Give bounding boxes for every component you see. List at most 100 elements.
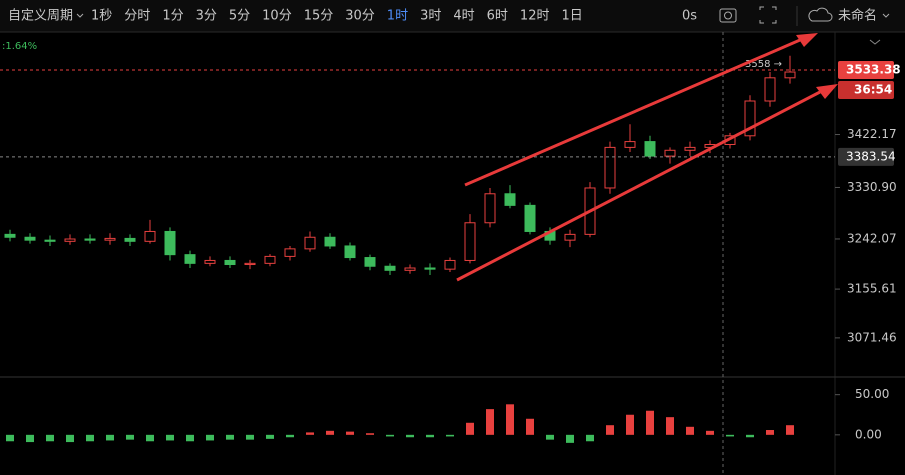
candle-body <box>664 149 676 157</box>
toolbar-items: 自定义周期 1秒 分时 1分 3分 5分 10分 15分 30分 1时 3时 4时 6时 12时 1日 <box>8 9 583 24</box>
candle-body <box>144 230 156 242</box>
macd-bar <box>86 434 94 442</box>
arrow-head <box>796 33 818 47</box>
period-button[interactable]: 1日 <box>561 9 582 24</box>
macd-bar <box>226 434 234 440</box>
macd-bar <box>606 425 614 435</box>
macd-bar <box>626 414 634 435</box>
candle-body <box>24 236 36 241</box>
crosshair-price-label: 3383.54 <box>846 149 896 163</box>
macd-bar <box>366 433 374 435</box>
countdown-box <box>838 81 894 100</box>
candle-body <box>44 239 56 242</box>
macd-bar <box>466 422 474 435</box>
macd-bar <box>266 434 274 439</box>
candle-body <box>4 233 16 238</box>
y-tick-label: 3071.46 <box>847 330 897 344</box>
candle-body <box>284 248 296 257</box>
candle-body <box>784 71 796 79</box>
candle-body <box>344 245 356 259</box>
macd-bar <box>386 434 394 437</box>
change-label: :1.64% <box>2 41 37 52</box>
candle-body <box>764 77 776 102</box>
period-button[interactable]: 12时 <box>520 9 550 24</box>
candle-body <box>124 237 136 242</box>
period-button[interactable]: 1分 <box>162 9 183 24</box>
macd-bar <box>106 434 114 441</box>
macd-bar <box>166 434 174 441</box>
y-tick-label: 3242.07 <box>847 231 897 245</box>
macd-bar <box>26 434 34 443</box>
candle-body <box>564 233 576 241</box>
timer[interactable]: 0s <box>682 9 697 24</box>
period-button[interactable]: 自定义周期 <box>8 9 73 24</box>
macd-bar <box>6 434 14 442</box>
y-tick-label: 3330.90 <box>847 180 897 194</box>
period-button[interactable]: 5分 <box>229 9 250 24</box>
candle-body <box>684 146 696 151</box>
candle-body <box>244 262 256 266</box>
candle-body <box>224 259 236 266</box>
collapse-arrow[interactable] <box>869 39 881 45</box>
countdown-label: 36:54 <box>854 83 892 97</box>
candle-body <box>504 193 516 206</box>
candle-body <box>264 255 276 264</box>
period-button[interactable]: 3分 <box>196 9 217 24</box>
macd-bar <box>506 404 514 435</box>
macd-bar <box>706 430 714 435</box>
layout-name[interactable]: 未命名 <box>838 8 877 24</box>
candle-body <box>424 267 436 270</box>
macd-bar <box>646 410 654 435</box>
macd-bar <box>126 434 134 440</box>
trend-line-upper <box>464 38 801 187</box>
macd-bar <box>286 434 294 438</box>
macd-bar <box>586 434 594 442</box>
period-button[interactable]: 30分 <box>345 9 375 24</box>
candle-body <box>384 265 396 271</box>
candle-body <box>604 146 616 189</box>
camera-icon[interactable] <box>719 8 737 23</box>
candle-body <box>304 236 316 250</box>
current-price-label: 3533.38 <box>846 63 901 77</box>
macd-bar <box>326 430 334 435</box>
toolbar <box>0 0 905 32</box>
candle-body <box>464 222 476 261</box>
period-button[interactable]: 6时 <box>487 9 508 24</box>
arrow-head <box>816 84 838 99</box>
macd-tick-label: 0.00 <box>855 427 882 441</box>
macd-bar <box>246 434 254 440</box>
candle-body <box>644 141 656 157</box>
candle-body <box>744 100 756 137</box>
candle-body <box>484 193 496 224</box>
y-tick-label: 3422.17 <box>847 127 897 141</box>
macd-bar <box>766 430 774 435</box>
high-marker: 3558 → <box>745 59 782 70</box>
candle-body <box>624 141 636 148</box>
period-button[interactable]: 1秒 <box>91 9 112 24</box>
fullscreen-icon[interactable] <box>759 6 777 24</box>
macd-bar <box>446 434 454 437</box>
period-button[interactable]: 3时 <box>420 9 441 24</box>
period-button[interactable]: 1时 <box>387 9 408 24</box>
candle-body <box>324 236 336 247</box>
period-button[interactable]: 4时 <box>453 9 474 24</box>
trend-line-lower <box>456 90 821 282</box>
macd-bar <box>186 434 194 442</box>
candle-body <box>104 237 116 241</box>
period-button[interactable]: 15分 <box>304 9 334 24</box>
macd-bar <box>686 426 694 435</box>
cloud-icon[interactable] <box>808 7 833 22</box>
macd-bar <box>346 431 354 435</box>
candle-body <box>404 267 416 271</box>
macd-bar <box>206 434 214 441</box>
period-button[interactable]: 分时 <box>124 9 150 24</box>
macd-bar <box>726 434 734 437</box>
macd-bar <box>406 434 414 438</box>
macd-bar <box>566 434 574 443</box>
candle-body <box>184 254 196 264</box>
crosshair-price-box <box>838 147 894 166</box>
candle-body <box>164 230 176 256</box>
period-button[interactable]: 10分 <box>262 9 292 24</box>
